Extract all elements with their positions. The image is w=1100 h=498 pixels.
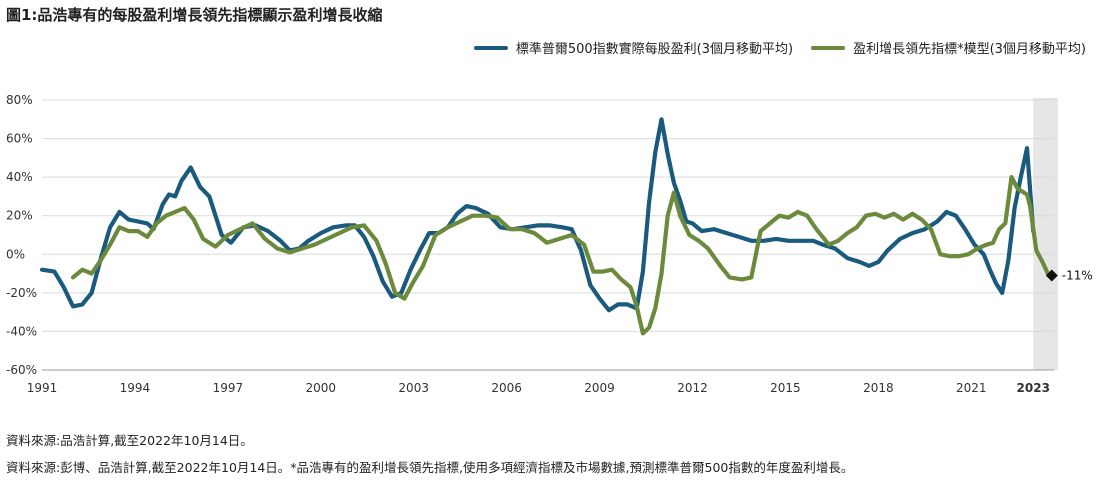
line-chart: -60% -40% -20% 0% 20% 40% 60% 80% 1991 1994 1997 20…: [6, 93, 1093, 395]
x-tick-label: 2006: [491, 381, 522, 395]
x-tick-label: 1991: [27, 381, 58, 395]
legend-label-model: 盈利增長領先指標*模型(3個月移動平均): [853, 42, 1086, 57]
x-tick-label: 2009: [584, 381, 615, 395]
legend-swatch-eps: [473, 45, 508, 50]
y-tick-label: 20%: [6, 209, 33, 223]
series-line-model: [70, 175, 1051, 336]
x-tick-label: 1997: [213, 381, 244, 395]
y-tick-label: 60%: [6, 132, 33, 146]
legend-label-eps: 標準普爾500指數實際每股盈利(3個月移動平均): [515, 42, 794, 57]
chart-legend: 標準普爾500指數實際每股盈利(3個月移動平均) 盈利增長領先指標*模型(3個月…: [473, 38, 1086, 57]
footnote-source-2: 資料來源:彭博、品浩計算,截至2022年10月14日。*品浩專有的盈利增長領先指…: [6, 460, 854, 475]
legend-swatch-model: [811, 45, 846, 50]
x-tick-label: 2018: [863, 381, 894, 395]
x-tick-label: 1994: [120, 381, 151, 395]
y-tick-label: -60%: [6, 363, 37, 377]
y-tick-label: 80%: [6, 93, 33, 107]
annotation-marker: [1045, 269, 1058, 282]
x-tick-label: 2015: [770, 381, 801, 395]
series-line-eps: [39, 117, 1036, 313]
legend-item-model: 盈利增長領先指標*模型(3個月移動平均): [811, 38, 1086, 57]
y-tick-label: -40%: [6, 324, 37, 338]
y-tick-label: 0%: [6, 247, 25, 261]
x-tick-label: 2003: [398, 381, 429, 395]
chart-title: 圖1:品浩專有的每股盈利增長領先指標顯示盈利增長收縮: [6, 6, 383, 24]
annotation-label: -11%: [1062, 269, 1093, 283]
y-tick-label: 40%: [6, 170, 33, 184]
x-tick-label: 2023: [1017, 381, 1050, 395]
x-tick-label: 2012: [677, 381, 708, 395]
footnote-source-1: 資料來源:品浩計算,截至2022年10月14日。: [6, 433, 253, 448]
x-tick-label: 2021: [956, 381, 987, 395]
forecast-shade: [1033, 98, 1058, 370]
y-tick-label: -20%: [6, 286, 37, 300]
x-tick-label: 2000: [306, 381, 337, 395]
legend-item-eps: 標準普爾500指數實際每股盈利(3個月移動平均): [473, 38, 794, 57]
